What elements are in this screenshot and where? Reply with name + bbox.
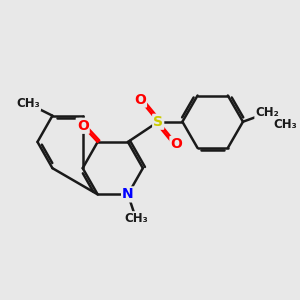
Text: CH₃: CH₃ xyxy=(274,118,297,131)
Text: N: N xyxy=(122,188,134,201)
Text: O: O xyxy=(170,137,182,151)
Text: CH₂: CH₂ xyxy=(255,106,279,119)
Text: O: O xyxy=(77,119,88,133)
Text: O: O xyxy=(134,92,146,106)
Text: CH₃: CH₃ xyxy=(16,97,40,110)
Text: S: S xyxy=(153,115,163,129)
Text: CH₃: CH₃ xyxy=(124,212,148,225)
